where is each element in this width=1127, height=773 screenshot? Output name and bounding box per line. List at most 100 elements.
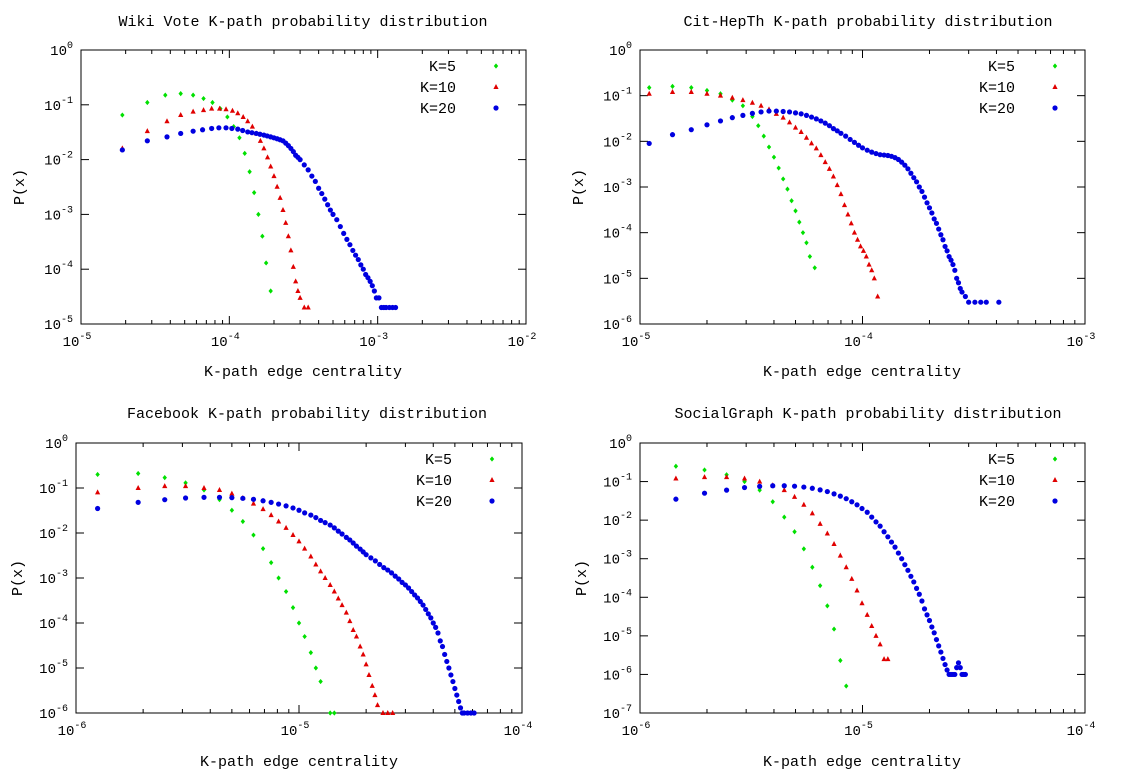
series-k-10: [119, 105, 311, 310]
data-point: [414, 595, 421, 601]
data-point: [344, 236, 350, 242]
data-point: [360, 266, 366, 272]
y-axis-label: P(x): [10, 560, 27, 596]
data-point: [276, 575, 281, 581]
y-tick-label: 10-1: [603, 473, 632, 492]
data-point: [190, 92, 196, 98]
data-point: [164, 118, 170, 124]
data-point: [826, 123, 833, 129]
data-point: [302, 510, 308, 516]
data-point: [417, 598, 423, 605]
data-point: [838, 130, 844, 136]
x-axis-label: K-path edge centrality: [200, 754, 398, 771]
y-tick-label: 10-4: [44, 260, 73, 279]
data-point: [376, 295, 382, 301]
data-point: [319, 190, 325, 197]
data-point: [372, 692, 378, 698]
data-point: [843, 564, 849, 570]
data-point: [283, 524, 289, 530]
data-point: [347, 242, 353, 248]
data-point: [363, 552, 369, 558]
data-point: [229, 125, 235, 132]
data-point: [911, 579, 917, 585]
data-point: [305, 304, 311, 310]
data-point: [766, 108, 772, 114]
data-point: [940, 655, 946, 662]
data-point: [210, 99, 215, 106]
y-tick-label: 10-7: [603, 704, 632, 723]
legend-label: K=10: [420, 80, 456, 97]
data-point: [869, 514, 875, 520]
data-point: [237, 135, 242, 141]
data-point: [229, 495, 235, 501]
data-point: [926, 617, 933, 624]
y-tick-label: 100: [45, 434, 68, 453]
data-point: [377, 561, 383, 568]
data-point: [954, 665, 960, 671]
data-point: [826, 165, 833, 171]
data-point: [200, 107, 207, 113]
x-axis-label: K-path edge centrality: [204, 364, 402, 381]
data-point: [916, 184, 922, 190]
x-tick-label: 10-5: [844, 721, 873, 740]
chart-title: Cit-HepTh K-path probability distributio…: [683, 14, 1052, 31]
data-point: [201, 494, 207, 500]
series-k-10: [646, 89, 881, 299]
data-point: [493, 84, 499, 89]
chart-title: Wiki Vote K-path probability distributio…: [118, 14, 487, 31]
legend-label: K=10: [416, 473, 452, 490]
data-point: [813, 116, 819, 122]
data-point: [163, 92, 168, 98]
data-point: [838, 657, 843, 664]
data-point: [274, 183, 280, 189]
data-point: [268, 163, 274, 169]
data-point: [347, 618, 353, 624]
x-tick-label: 10-4: [844, 332, 873, 351]
y-tick-label: 10-5: [44, 315, 73, 334]
data-point: [924, 612, 930, 618]
data-point: [308, 512, 314, 518]
data-point: [843, 496, 849, 502]
y-tick-label: 10-2: [44, 151, 73, 170]
data-point: [885, 534, 891, 540]
data-point: [363, 661, 369, 667]
x-axis-label: K-path edge centrality: [763, 364, 961, 381]
data-point: [830, 126, 837, 132]
data-point: [235, 110, 241, 116]
data-point: [776, 165, 781, 171]
x-tick-label: 10-3: [1067, 332, 1096, 351]
data-point: [366, 671, 372, 677]
data-point: [749, 110, 755, 116]
data-point: [864, 509, 870, 515]
data-point: [740, 112, 746, 118]
data-point: [144, 128, 150, 134]
data-point: [249, 123, 255, 129]
data-point: [209, 105, 215, 111]
data-point: [433, 624, 439, 630]
data-point: [350, 247, 356, 254]
data-point: [978, 299, 984, 305]
x-tick-label: 10-4: [504, 721, 533, 740]
data-point: [1052, 456, 1058, 462]
data-point: [818, 118, 824, 124]
data-point: [448, 672, 454, 678]
data-point: [863, 253, 869, 259]
data-point: [962, 671, 968, 678]
data-point: [824, 488, 830, 495]
data-point: [1052, 105, 1058, 111]
data-point: [808, 114, 815, 120]
data-point: [919, 188, 925, 195]
data-point: [209, 125, 215, 132]
data-point: [864, 147, 870, 153]
y-tick-label: 10-5: [603, 269, 632, 288]
data-point: [844, 683, 849, 689]
data-point: [285, 233, 291, 239]
data-point: [758, 109, 764, 115]
y-tick-label: 10-6: [603, 665, 632, 684]
data-point: [240, 495, 246, 501]
data-point: [782, 514, 787, 520]
data-point: [757, 487, 762, 493]
data-point: [791, 483, 798, 489]
y-tick-label: 10-3: [603, 550, 632, 569]
data-point: [944, 248, 950, 254]
